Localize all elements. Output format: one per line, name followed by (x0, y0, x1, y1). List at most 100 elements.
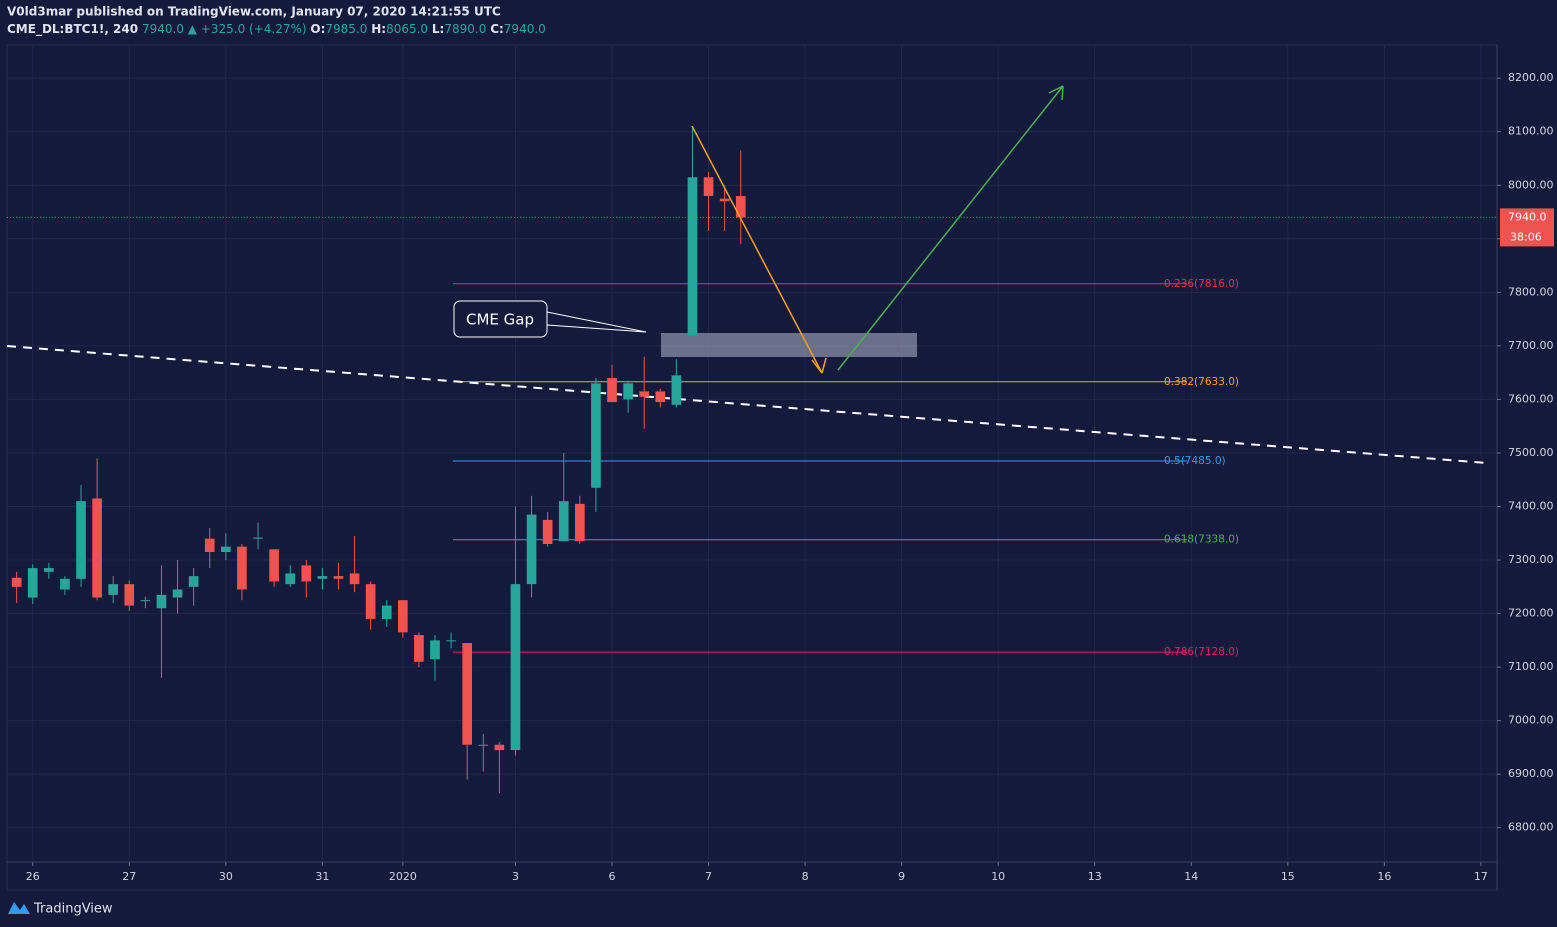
ohlc-key: L: (432, 22, 444, 36)
x-tick-label: 27 (122, 870, 136, 883)
candle-body (575, 503, 585, 542)
candle-body (11, 577, 22, 587)
candle-body (414, 634, 424, 662)
up-arrow (837, 85, 1064, 371)
candle-body (558, 501, 569, 542)
candle-body (253, 537, 263, 539)
candle-body (542, 519, 553, 544)
x-tick-label: 7 (705, 870, 712, 883)
published-line: V0ld3mar published on TradingView.com, J… (7, 5, 501, 19)
ohlc-key: H: (371, 22, 386, 36)
candle-body (221, 546, 231, 553)
candle-body (44, 568, 54, 572)
candle-body (365, 584, 376, 619)
symbol: CME_DL:BTC1!, 240 (7, 22, 138, 37)
ohlc-key: C: (490, 22, 504, 36)
candle-body (687, 177, 698, 336)
x-tick-label: 3 (512, 870, 519, 883)
change: ▲ +325.0 (+4.27%) (188, 22, 307, 36)
down-arrow (691, 125, 827, 374)
candle-body (462, 643, 473, 745)
x-tick-label: 14 (1184, 870, 1198, 883)
x-tick-label: 31 (315, 870, 329, 883)
y-tick-label: 8000.00 (1508, 178, 1554, 191)
gap-zone (661, 333, 917, 357)
trend-line (6, 345, 1488, 464)
ohlc-value: 7890.0 (444, 22, 486, 36)
y-tick-label: 7000.00 (1508, 714, 1554, 727)
callout-pointer (546, 311, 647, 333)
y-tick-label: 7100.00 (1508, 660, 1554, 673)
fib-label: 0.786(7128.0) (1164, 646, 1239, 658)
candle-body (188, 576, 199, 587)
candle-body (526, 514, 537, 585)
y-tick-label: 7500.00 (1508, 446, 1554, 459)
x-tick-label: 8 (802, 870, 809, 883)
candle-body (623, 383, 633, 400)
candle-body (655, 391, 666, 403)
candle-body (285, 573, 296, 585)
candle-body (381, 605, 392, 619)
y-tick-label: 7700.00 (1508, 339, 1554, 352)
candle-body (172, 589, 183, 598)
logo (8, 902, 30, 914)
fib-label: 0.618(7338.0) (1164, 534, 1239, 546)
candle-body (671, 375, 682, 405)
y-tick-label: 7200.00 (1508, 607, 1554, 620)
x-tick-label: 6 (609, 870, 616, 883)
candle-body (108, 584, 119, 595)
fib-label: 0.382(7633.0) (1164, 376, 1239, 388)
candle-body (317, 576, 328, 579)
fib-label: 0.5(7485.0) (1164, 455, 1226, 467)
candle-body (430, 640, 440, 660)
candle-body (349, 573, 360, 585)
y-tick-label: 8100.00 (1508, 125, 1554, 138)
x-tick-label: 17 (1474, 870, 1488, 883)
y-tick-label: 7400.00 (1508, 500, 1554, 513)
y-tick-label: 6900.00 (1508, 767, 1554, 780)
x-tick-label: 13 (1088, 870, 1102, 883)
candle-body (156, 594, 167, 609)
ohlc-value: 8065.0 (386, 22, 428, 36)
ohlc-value: 7940.0 (504, 22, 546, 36)
y-tick-label: 7600.00 (1508, 392, 1554, 405)
candle-body (446, 640, 456, 642)
candle-body (76, 501, 86, 579)
candle-body (269, 549, 279, 582)
ohlc-value: 7985.0 (325, 22, 367, 36)
price-badge-label: 7940.0 (1508, 210, 1547, 223)
candle-body (510, 584, 521, 751)
symbol-line: CME_DL:BTC1!, 240 7940.0 ▲ +325.0 (+4.27… (7, 22, 546, 37)
price-badge (1500, 208, 1554, 247)
last-price: 7940.0 (142, 22, 184, 36)
candle-body (124, 584, 135, 606)
x-tick-label: 2020 (389, 870, 417, 883)
ohlc-key: O: (310, 22, 325, 36)
y-tick-label: 7800.00 (1508, 285, 1554, 298)
countdown: 38:06 (1510, 230, 1542, 243)
y-tick-label: 8200.00 (1508, 71, 1554, 84)
candle-body (719, 198, 730, 202)
x-tick-label: 16 (1377, 870, 1391, 883)
candle-body (204, 538, 215, 553)
x-tick-label: 9 (898, 870, 905, 883)
candle-body (301, 565, 312, 582)
x-tick-label: 15 (1281, 870, 1295, 883)
candle-body (478, 744, 489, 746)
candle-body (703, 177, 714, 196)
x-tick-label: 26 (26, 870, 40, 883)
candle-body (494, 744, 505, 751)
candle-body (591, 383, 601, 488)
candle-body (140, 600, 151, 602)
y-tick-label: 6800.00 (1508, 821, 1554, 834)
candle-body (333, 576, 344, 579)
x-tick-label: 30 (219, 870, 233, 883)
candle-body (60, 578, 70, 590)
y-tick-label: 7300.00 (1508, 553, 1554, 566)
x-tick-label: 10 (991, 870, 1005, 883)
callout-text: CME Gap (466, 311, 534, 329)
candle-body (639, 391, 650, 397)
candle-body (607, 378, 617, 403)
